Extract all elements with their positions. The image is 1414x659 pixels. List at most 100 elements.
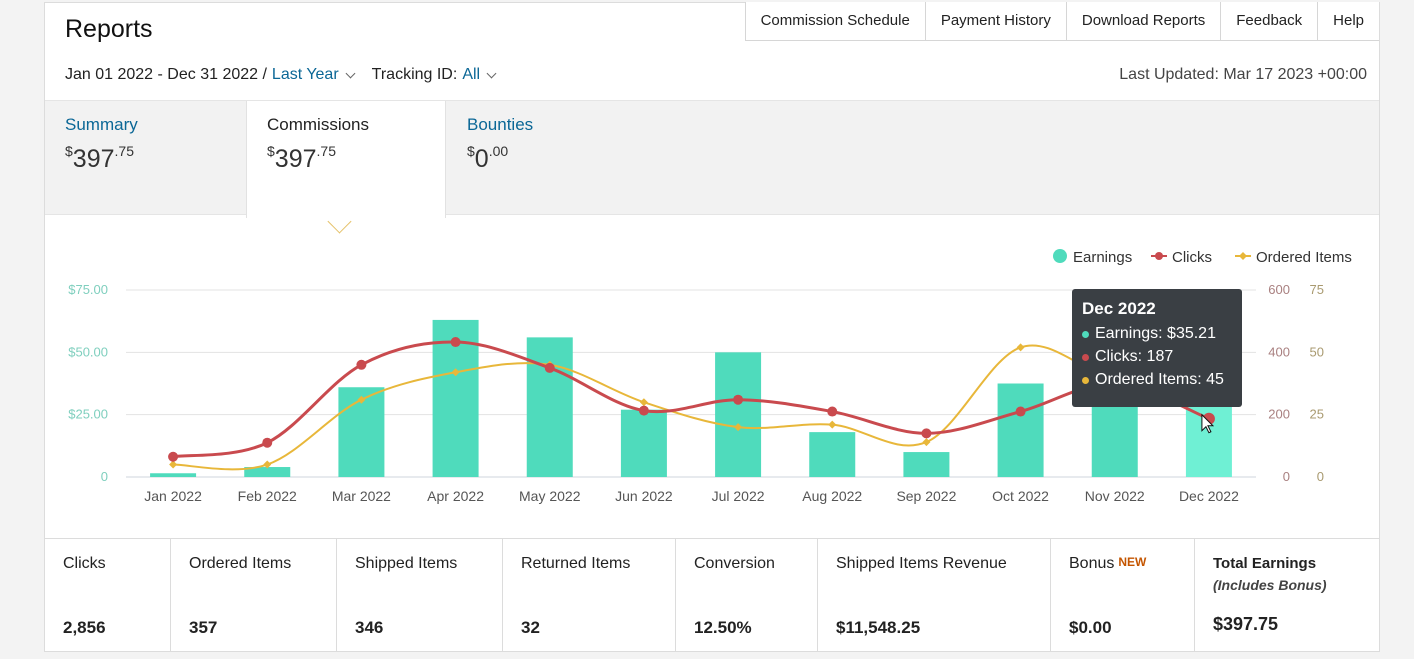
clicks-point <box>921 428 932 439</box>
legend-clicks-icon <box>1155 252 1163 260</box>
stat-conversion: Conversion 12.50% <box>676 539 818 652</box>
stat-ordered-items: Ordered Items 357 <box>171 539 337 652</box>
summary-tabs: Summary $397.75 Commissions $397.75 Boun… <box>45 100 1379 218</box>
series-dot-icon <box>1082 330 1089 338</box>
ordered-items-line <box>173 344 1210 471</box>
left-tick-label: $75.00 <box>68 282 108 297</box>
left-tick-label: 0 <box>101 469 108 484</box>
tab-label: Commissions <box>267 115 370 134</box>
clicks-point <box>168 451 179 462</box>
bar-sep-2022 <box>903 452 950 477</box>
ordered-items-point <box>451 368 460 377</box>
left-tick-label: $50.00 <box>68 344 108 359</box>
x-tick-label: Jul 2022 <box>712 488 765 504</box>
x-tick-label: Mar 2022 <box>332 488 391 504</box>
top-nav: Commission Schedule Payment History Down… <box>744 2 1379 41</box>
ordered-items-point <box>828 420 837 429</box>
clicks-point <box>356 359 367 370</box>
x-tick-label: Nov 2022 <box>1085 488 1145 504</box>
reports-card: Reports Commission Schedule Payment Hist… <box>44 2 1380 652</box>
stat-bonus: Bonus NEW $0.00 <box>1051 539 1195 652</box>
tab-commissions[interactable]: Commissions $397.75 <box>246 101 446 218</box>
tab-label: Summary <box>65 115 138 134</box>
bar-oct-2022 <box>997 383 1044 477</box>
clicks-point <box>262 437 273 448</box>
bar-jul-2022 <box>715 352 762 477</box>
clicks-point <box>733 394 744 405</box>
right-tick-label: 200 <box>1268 407 1290 422</box>
x-tick-label: Jun 2022 <box>615 488 673 504</box>
tooltip-row-earnings: Earnings: $35.21 <box>1082 325 1232 343</box>
nav-help[interactable]: Help <box>1317 2 1379 40</box>
ordered-items-point <box>1016 343 1025 352</box>
ordered-items-point <box>639 398 648 407</box>
nav-payment-history[interactable]: Payment History <box>924 2 1066 40</box>
tab-summary[interactable]: Summary $397.75 <box>45 101 245 214</box>
bar-jun-2022 <box>620 409 667 477</box>
stat-shipped-revenue: Shipped Items Revenue $11,548.25 <box>818 539 1051 652</box>
series-dot-icon <box>1082 376 1089 384</box>
clicks-point <box>638 405 649 416</box>
legend-earnings-icon <box>1053 249 1067 263</box>
right2-tick-label: 25 <box>1310 407 1324 422</box>
last-updated: Last Updated: Mar 17 2023 +00:00 <box>1119 66 1367 83</box>
clicks-point <box>544 362 555 373</box>
x-tick-label: Feb 2022 <box>238 488 297 504</box>
right2-tick-label: 75 <box>1310 282 1324 297</box>
tooltip-row-clicks: Clicks: 187 <box>1082 348 1232 366</box>
tab-bounties[interactable]: Bounties $0.00 <box>447 101 647 214</box>
cursor-icon <box>1201 413 1215 434</box>
tab-label: Bounties <box>467 115 534 134</box>
nav-feedback[interactable]: Feedback <box>1220 2 1317 40</box>
bar-aug-2022 <box>809 432 856 477</box>
range-preset-dropdown[interactable]: Last Year <box>271 66 339 83</box>
tab-amount: $397.75 <box>65 143 134 173</box>
legend-ordered-icon <box>1239 252 1247 260</box>
x-tick-label: Oct 2022 <box>992 488 1049 504</box>
nav-download-reports[interactable]: Download Reports <box>1065 2 1220 40</box>
legend-ordered-label: Ordered Items <box>1256 249 1352 266</box>
bar-jan-2022 <box>150 473 197 477</box>
x-tick-label: Jan 2022 <box>144 488 202 504</box>
clicks-point <box>1015 406 1026 417</box>
chart-tooltip: Dec 2022 Earnings: $35.21 Clicks: 187 Or… <box>1072 289 1242 407</box>
stats-bar: Clicks 2,856 Ordered Items 357 Shipped Ite… <box>45 538 1379 652</box>
tab-amount: $0.00 <box>467 143 509 173</box>
legend-clicks-label: Clicks <box>1172 249 1212 266</box>
ordered-items-point <box>263 460 272 469</box>
x-tick-label: Sep 2022 <box>896 488 956 504</box>
tooltip-row-ordered: Ordered Items: 45 <box>1082 371 1232 389</box>
tracking-id-dropdown[interactable]: All <box>462 66 481 83</box>
x-tick-label: Dec 2022 <box>1179 488 1239 504</box>
x-tick-label: Apr 2022 <box>427 488 484 504</box>
stat-returned-items: Returned Items 32 <box>503 539 676 652</box>
x-tick-label: Aug 2022 <box>802 488 862 504</box>
ordered-items-point <box>922 438 931 447</box>
chevron-down-icon[interactable] <box>345 68 356 78</box>
clicks-point <box>450 337 461 348</box>
right-tick-label: 600 <box>1268 282 1290 297</box>
x-tick-label: May 2022 <box>519 488 581 504</box>
chevron-down-icon[interactable] <box>486 68 497 78</box>
left-tick-label: $25.00 <box>68 407 108 422</box>
ordered-items-point <box>357 395 366 404</box>
right2-tick-label: 0 <box>1317 469 1324 484</box>
tab-amount: $397.75 <box>267 143 336 173</box>
bar-may-2022 <box>526 337 573 477</box>
tooltip-title: Dec 2022 <box>1082 299 1156 318</box>
series-dot-icon <box>1082 353 1089 361</box>
ordered-items-point <box>734 423 743 432</box>
right-tick-label: 400 <box>1268 344 1290 359</box>
right-tick-label: 0 <box>1283 469 1290 484</box>
stat-total-earnings: Total Earnings (Includes Bonus) $397.75 <box>1213 555 1327 634</box>
date-range: Jan 01 2022 - Dec 31 2022 / <box>65 66 267 83</box>
stat-shipped-items: Shipped Items 346 <box>337 539 503 652</box>
new-badge: NEW <box>1118 555 1147 569</box>
tracking-id-label: Tracking ID: <box>371 66 458 83</box>
ordered-items-point <box>169 460 178 469</box>
clicks-line <box>172 340 1210 459</box>
legend-earnings-label: Earnings <box>1073 249 1132 266</box>
right2-tick-label: 50 <box>1310 344 1324 359</box>
nav-commission-schedule[interactable]: Commission Schedule <box>760 12 910 29</box>
clicks-point <box>827 406 838 417</box>
